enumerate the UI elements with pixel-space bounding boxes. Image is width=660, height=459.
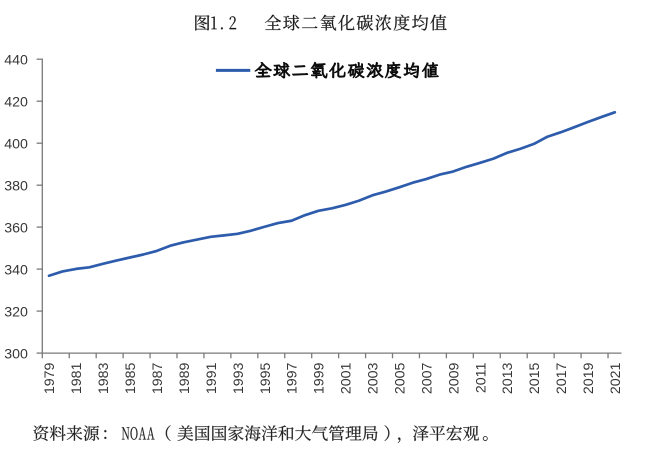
- svg-text:360: 360: [4, 220, 28, 236]
- svg-text:2013: 2013: [500, 362, 516, 394]
- svg-text:2007: 2007: [419, 362, 435, 394]
- svg-text:1985: 1985: [123, 362, 139, 394]
- svg-text:1995: 1995: [258, 362, 274, 394]
- svg-text:380: 380: [4, 178, 28, 194]
- svg-text:2019: 2019: [581, 362, 597, 394]
- svg-text:2003: 2003: [366, 362, 382, 394]
- svg-text:1989: 1989: [177, 362, 193, 394]
- svg-text:2015: 2015: [527, 362, 543, 394]
- svg-text:1983: 1983: [96, 362, 112, 394]
- svg-text:2017: 2017: [554, 362, 570, 394]
- svg-text:1993: 1993: [231, 362, 247, 394]
- svg-text:2021: 2021: [608, 362, 624, 394]
- svg-text:2009: 2009: [446, 362, 462, 394]
- svg-text:1991: 1991: [204, 362, 220, 394]
- svg-text:1999: 1999: [312, 362, 328, 394]
- svg-text:2011: 2011: [473, 362, 489, 393]
- svg-text:1981: 1981: [69, 362, 85, 394]
- svg-text:1979: 1979: [42, 362, 58, 394]
- svg-text:320: 320: [4, 304, 28, 320]
- svg-text:1987: 1987: [150, 362, 166, 394]
- svg-text:2001: 2001: [339, 362, 355, 394]
- svg-text:440: 440: [4, 52, 28, 68]
- svg-text:420: 420: [4, 94, 28, 110]
- svg-text:300: 300: [4, 346, 28, 362]
- svg-text:1997: 1997: [285, 362, 301, 394]
- svg-text:340: 340: [4, 262, 28, 278]
- svg-text:400: 400: [4, 136, 28, 152]
- svg-text:2005: 2005: [392, 362, 408, 394]
